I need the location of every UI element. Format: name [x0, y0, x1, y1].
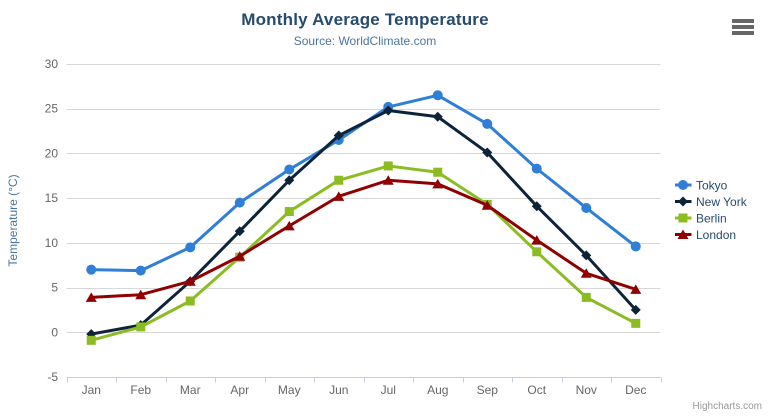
data-point-london[interactable] [432, 178, 444, 189]
legend-marker-berlin [678, 213, 688, 223]
x-axis-tick-label: May [278, 383, 301, 397]
x-axis-tick-label: Nov [576, 383, 597, 397]
x-axis-tick-label: Jan [82, 383, 101, 397]
data-point-tokyo[interactable] [581, 202, 592, 213]
data-point-berlin[interactable] [532, 247, 542, 257]
data-point-tokyo[interactable] [135, 265, 146, 276]
data-point-berlin[interactable] [433, 167, 443, 177]
data-point-new-york[interactable] [581, 250, 592, 261]
x-axis-tick-label: Dec [625, 383, 646, 397]
data-point-tokyo[interactable] [234, 197, 245, 208]
data-point-new-york[interactable] [630, 304, 641, 315]
data-point-london[interactable] [234, 251, 246, 261]
legend-label: London [696, 228, 736, 242]
data-point-london[interactable] [184, 276, 196, 286]
data-point-tokyo[interactable] [531, 163, 542, 174]
x-axis-tick-label: Aug [427, 383, 448, 397]
legend-label: Berlin [696, 212, 727, 226]
legend: Tokyo New York Berlin London [675, 179, 748, 242]
data-point-new-york[interactable] [432, 111, 443, 122]
hamburger-icon [732, 19, 756, 35]
data-point-new-york[interactable] [284, 175, 295, 186]
x-axis-tick-label: Apr [230, 383, 249, 397]
series-london [85, 175, 642, 302]
legend-label: New York [696, 195, 748, 209]
data-point-new-york[interactable] [383, 105, 394, 116]
y-axis-tick-label: 0 [51, 325, 58, 339]
y-axis-tick-label: 15 [45, 191, 59, 205]
data-point-berlin[interactable] [185, 296, 195, 306]
legend-item-berlin[interactable]: Berlin [675, 212, 727, 226]
chart-subtitle: Source: WorldClimate.com [293, 34, 437, 48]
data-point-london[interactable] [333, 191, 345, 201]
data-point-tokyo[interactable] [432, 90, 443, 101]
legend-marker-tokyo [678, 180, 688, 190]
data-point-london[interactable] [531, 235, 543, 245]
data-point-berlin[interactable] [383, 161, 393, 171]
data-point-london[interactable] [630, 284, 642, 294]
data-point-london[interactable] [580, 268, 592, 278]
data-point-tokyo[interactable] [185, 242, 196, 253]
data-point-tokyo[interactable] [284, 164, 295, 175]
series-line-london [89, 178, 638, 299]
y-axis-tick-label: 5 [51, 281, 58, 295]
legend-label: Tokyo [696, 179, 728, 193]
x-axis-tick-label: Oct [527, 383, 546, 397]
data-point-new-york[interactable] [531, 201, 542, 212]
data-point-new-york[interactable] [482, 147, 493, 158]
data-point-tokyo[interactable] [630, 241, 641, 252]
y-axis-title: Temperature (°C) [6, 174, 20, 266]
data-point-berlin[interactable] [334, 175, 344, 185]
data-point-new-york[interactable] [234, 226, 245, 237]
data-point-london[interactable] [382, 175, 394, 185]
legend-item-tokyo[interactable]: Tokyo [675, 179, 728, 193]
legend-marker-new-york [678, 196, 688, 207]
data-point-london[interactable] [481, 200, 493, 210]
data-point-berlin[interactable] [136, 322, 146, 332]
y-axis-tick-label: 20 [45, 146, 59, 160]
legend-item-london[interactable]: London [675, 228, 736, 242]
data-point-tokyo[interactable] [482, 118, 493, 129]
x-axis-tick-label: Jul [381, 383, 396, 397]
data-point-berlin[interactable] [631, 318, 641, 328]
legend-item-new-york[interactable]: New York [675, 195, 748, 209]
highcharts-credit[interactable]: Highcharts.com [692, 401, 762, 412]
data-point-london[interactable] [85, 292, 97, 302]
series-new-york [86, 105, 641, 340]
y-axis-tick-label: 30 [45, 57, 59, 71]
data-point-berlin[interactable] [581, 292, 591, 302]
x-axis-tick-label: Sep [477, 383, 499, 397]
chart-title: Monthly Average Temperature [241, 10, 489, 29]
data-point-new-york[interactable] [333, 130, 344, 141]
series-line-new-york [89, 109, 638, 336]
export-menu-button[interactable] [732, 18, 756, 38]
legend-marker-london [677, 229, 689, 239]
x-axis-tick-label: Jun [329, 383, 348, 397]
data-point-berlin[interactable] [284, 207, 294, 217]
y-axis-tick-label: 25 [45, 102, 59, 116]
x-axis-tick-label: Feb [130, 383, 151, 397]
data-point-berlin[interactable] [86, 335, 96, 345]
series-line-berlin [89, 164, 638, 342]
data-point-london[interactable] [283, 220, 295, 231]
y-axis-tick-label: 10 [45, 236, 59, 250]
y-axis-tick-label: -5 [47, 370, 58, 384]
data-point-tokyo[interactable] [86, 264, 97, 275]
x-axis-tick-label: Mar [180, 383, 201, 397]
series-tokyo [86, 90, 641, 276]
data-point-london[interactable] [135, 289, 147, 300]
